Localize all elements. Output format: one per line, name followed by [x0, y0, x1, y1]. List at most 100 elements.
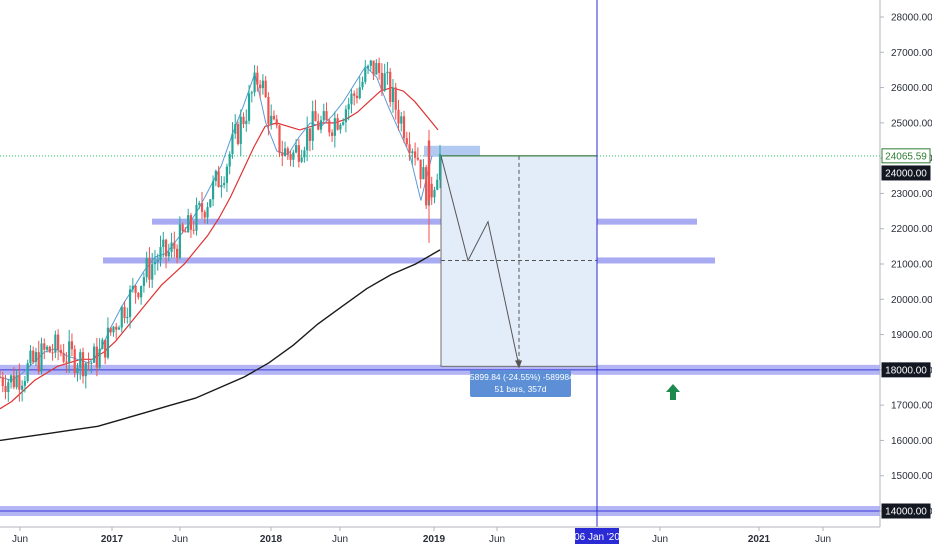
- current-price-tag-label: 24065.59: [885, 151, 927, 162]
- candle-body: [289, 154, 292, 160]
- candle-body: [239, 116, 242, 144]
- projection-path: [440, 155, 522, 369]
- price-tick-label: 25000.00: [891, 118, 932, 129]
- candle-body: [425, 167, 428, 206]
- candle-body: [101, 339, 104, 349]
- plot-area[interactable]: [0, 0, 880, 527]
- candle-body: [48, 346, 51, 353]
- time-tick-label: Jun: [489, 534, 505, 545]
- candle-body: [176, 248, 179, 258]
- candle-body: [34, 352, 38, 362]
- candle-body: [225, 166, 229, 183]
- candle-body: [117, 327, 121, 330]
- candle-body: [333, 118, 336, 136]
- candle-body: [422, 167, 425, 180]
- candle-body: [195, 204, 198, 231]
- price-tick-label: 17000.00: [891, 401, 932, 412]
- candle-body: [336, 118, 339, 130]
- candle-body: [162, 239, 165, 248]
- candle-body: [411, 151, 414, 154]
- level-24000-tag: [881, 165, 931, 181]
- candles: [0, 57, 442, 402]
- price-tick-label: 28000.00: [891, 13, 932, 24]
- candle-body: [115, 326, 118, 330]
- candle-body: [292, 152, 295, 160]
- candle-body: [203, 211, 206, 218]
- candle-body: [306, 128, 309, 151]
- candle-body: [40, 343, 43, 372]
- up-arrow-icon: [666, 384, 680, 400]
- candle-body: [54, 334, 57, 353]
- candle-body: [15, 375, 18, 388]
- time-tick-label: Jun: [332, 534, 348, 545]
- candle-body: [245, 120, 248, 125]
- candle-body: [173, 242, 176, 249]
- candle-body: [322, 111, 325, 121]
- time-tick-label: 2018: [260, 534, 283, 545]
- time-axis[interactable]: [0, 527, 880, 550]
- candle-body: [380, 72, 383, 91]
- candle-body: [378, 63, 381, 73]
- candle-body: [220, 185, 223, 188]
- candle-body: [400, 116, 403, 124]
- candle-body: [416, 157, 419, 160]
- candle-body: [264, 80, 267, 97]
- candle-body: [297, 145, 300, 162]
- candle-body: [68, 341, 71, 363]
- date-tag: 06 Jan '20: [574, 528, 620, 544]
- candle-body: [286, 148, 289, 155]
- candle-body: [278, 125, 281, 153]
- price-tags: 24065.59 24000.00 18000.00 14000.00: [881, 148, 931, 519]
- candle-body: [153, 261, 157, 265]
- candle-body: [65, 361, 68, 363]
- candle-body: [438, 153, 442, 180]
- candle-body: [259, 84, 262, 89]
- candle-body: [394, 87, 397, 110]
- projection-arrowhead: [515, 360, 522, 369]
- price-tick-label: 15000.00: [891, 471, 932, 482]
- candle-body: [112, 326, 115, 333]
- candle-body: [242, 116, 245, 125]
- price-tick-label: 23000.00: [891, 189, 932, 200]
- candle-body: [211, 181, 215, 200]
- price-axis[interactable]: [880, 0, 932, 550]
- measure-box: [440, 155, 598, 367]
- candle-body: [181, 224, 184, 232]
- candle-body: [295, 145, 298, 153]
- candle-body: [330, 132, 334, 136]
- candle-body: [200, 203, 204, 212]
- candle-body: [170, 242, 173, 252]
- candle-body: [256, 72, 259, 85]
- candle-body: [109, 327, 112, 333]
- time-tick-label: 2017: [101, 534, 124, 545]
- candle-body: [314, 111, 317, 122]
- candle-body: [192, 229, 195, 231]
- candle-body: [358, 87, 361, 99]
- candle-body: [234, 124, 237, 134]
- candle-body: [137, 292, 140, 298]
- price-tick-label: 16000.00: [891, 436, 932, 447]
- candle-body: [106, 327, 110, 358]
- candle-body: [281, 152, 284, 157]
- price-tick-label: 26000.00: [891, 83, 932, 94]
- candle-body: [21, 385, 24, 390]
- candle-body: [350, 93, 353, 105]
- candle-body: [419, 159, 422, 180]
- candle-body: [247, 93, 251, 121]
- candle-body: [275, 119, 278, 126]
- candle-body: [402, 116, 406, 139]
- candle-body: [328, 120, 331, 133]
- candle-body: [134, 285, 137, 293]
- projection-line: [440, 155, 520, 367]
- candle-body: [383, 73, 386, 91]
- candle-body: [344, 109, 348, 123]
- ma-mid-line: [0, 86, 439, 410]
- candle-body: [178, 224, 181, 258]
- ma-long-line: [0, 249, 441, 442]
- price-tick-label: 19000.00: [891, 330, 932, 341]
- candle-body: [283, 148, 287, 157]
- candle-body: [151, 264, 154, 280]
- time-tick-label: Jun: [172, 534, 188, 545]
- candle-body: [45, 346, 49, 350]
